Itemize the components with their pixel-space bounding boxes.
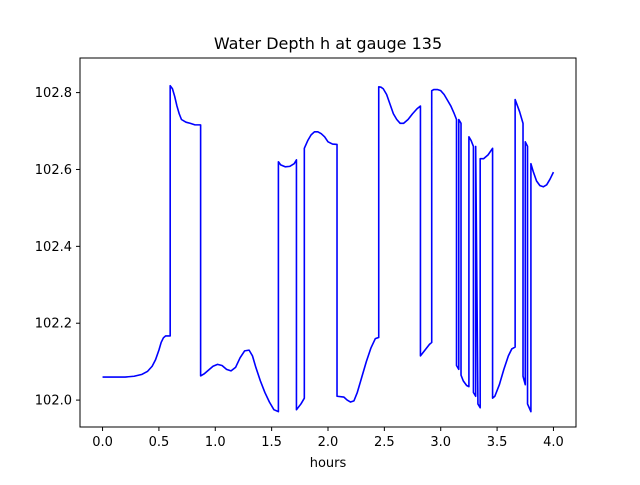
- y-tick-label: 102.0: [35, 394, 72, 409]
- x-axis-label: hours: [310, 456, 347, 471]
- x-tick-label: 0.5: [149, 435, 170, 450]
- x-axis: 0.0 0.5 1.0 1.5 2.0 2.5 3.0 3.5 4.0: [92, 427, 564, 450]
- x-tick-label: 2.0: [318, 435, 339, 450]
- x-tick-label: 2.5: [374, 435, 395, 450]
- plot-area: [80, 58, 576, 427]
- x-tick-label: 3.0: [430, 435, 451, 450]
- y-tick-label: 102.4: [35, 240, 72, 255]
- y-tick-label: 102.6: [35, 163, 72, 178]
- series-line-0: [102, 84, 555, 413]
- x-tick-label: 4.0: [543, 435, 564, 450]
- x-tick-label: 0.0: [92, 435, 113, 450]
- x-tick-label: 3.5: [487, 435, 508, 450]
- y-tick-label: 102.2: [35, 317, 72, 332]
- y-tick-label: 102.8: [35, 86, 72, 101]
- chart-title: Water Depth h at gauge 135: [214, 34, 442, 53]
- y-axis: 102.0 102.2 102.4 102.6 102.8: [35, 86, 80, 409]
- data-layer: [102, 84, 555, 413]
- x-tick-label: 1.5: [261, 435, 282, 450]
- x-tick-label: 1.0: [205, 435, 226, 450]
